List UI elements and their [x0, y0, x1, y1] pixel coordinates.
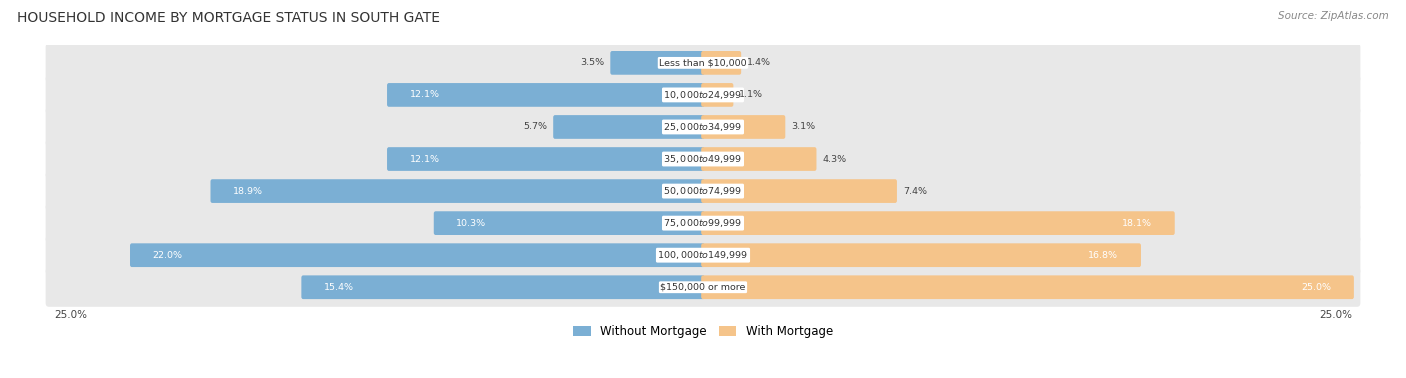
FancyBboxPatch shape — [434, 211, 704, 235]
Text: 3.1%: 3.1% — [792, 122, 815, 132]
FancyBboxPatch shape — [610, 51, 704, 75]
Text: 16.8%: 16.8% — [1088, 251, 1118, 260]
FancyBboxPatch shape — [129, 243, 704, 267]
Text: $25,000 to $34,999: $25,000 to $34,999 — [664, 121, 742, 133]
FancyBboxPatch shape — [301, 276, 704, 299]
FancyBboxPatch shape — [702, 243, 1142, 267]
FancyBboxPatch shape — [702, 51, 741, 75]
FancyBboxPatch shape — [702, 147, 817, 171]
Text: 3.5%: 3.5% — [581, 58, 605, 67]
Text: 5.7%: 5.7% — [523, 122, 547, 132]
Text: 4.3%: 4.3% — [823, 155, 846, 164]
Text: 7.4%: 7.4% — [903, 187, 927, 195]
Text: 18.9%: 18.9% — [233, 187, 263, 195]
FancyBboxPatch shape — [45, 75, 1361, 115]
FancyBboxPatch shape — [387, 83, 704, 107]
Text: $35,000 to $49,999: $35,000 to $49,999 — [664, 153, 742, 165]
FancyBboxPatch shape — [702, 211, 1175, 235]
Text: $100,000 to $149,999: $100,000 to $149,999 — [658, 249, 748, 261]
FancyBboxPatch shape — [45, 204, 1361, 243]
Text: 25.0%: 25.0% — [1302, 283, 1331, 292]
Text: 15.4%: 15.4% — [323, 283, 354, 292]
Text: 18.1%: 18.1% — [1122, 218, 1152, 228]
Text: 10.3%: 10.3% — [457, 218, 486, 228]
Text: 1.1%: 1.1% — [740, 90, 763, 99]
FancyBboxPatch shape — [387, 147, 704, 171]
FancyBboxPatch shape — [45, 235, 1361, 275]
FancyBboxPatch shape — [702, 276, 1354, 299]
Text: 12.1%: 12.1% — [409, 90, 440, 99]
FancyBboxPatch shape — [211, 179, 704, 203]
FancyBboxPatch shape — [702, 179, 897, 203]
FancyBboxPatch shape — [45, 139, 1361, 178]
Text: $50,000 to $74,999: $50,000 to $74,999 — [664, 185, 742, 197]
FancyBboxPatch shape — [45, 268, 1361, 307]
FancyBboxPatch shape — [702, 83, 734, 107]
Text: $150,000 or more: $150,000 or more — [661, 283, 745, 292]
FancyBboxPatch shape — [702, 115, 786, 139]
Text: 25.0%: 25.0% — [1319, 310, 1353, 321]
Text: 22.0%: 22.0% — [153, 251, 183, 260]
FancyBboxPatch shape — [45, 107, 1361, 147]
Text: 12.1%: 12.1% — [409, 155, 440, 164]
Text: $10,000 to $24,999: $10,000 to $24,999 — [664, 89, 742, 101]
FancyBboxPatch shape — [553, 115, 704, 139]
Text: Less than $10,000: Less than $10,000 — [659, 58, 747, 67]
Legend: Without Mortgage, With Mortgage: Without Mortgage, With Mortgage — [568, 320, 838, 342]
Text: HOUSEHOLD INCOME BY MORTGAGE STATUS IN SOUTH GATE: HOUSEHOLD INCOME BY MORTGAGE STATUS IN S… — [17, 11, 440, 25]
FancyBboxPatch shape — [45, 43, 1361, 82]
Text: $75,000 to $99,999: $75,000 to $99,999 — [664, 217, 742, 229]
Text: Source: ZipAtlas.com: Source: ZipAtlas.com — [1278, 11, 1389, 21]
Text: 25.0%: 25.0% — [53, 310, 87, 321]
FancyBboxPatch shape — [45, 172, 1361, 211]
Text: 1.4%: 1.4% — [747, 58, 770, 67]
